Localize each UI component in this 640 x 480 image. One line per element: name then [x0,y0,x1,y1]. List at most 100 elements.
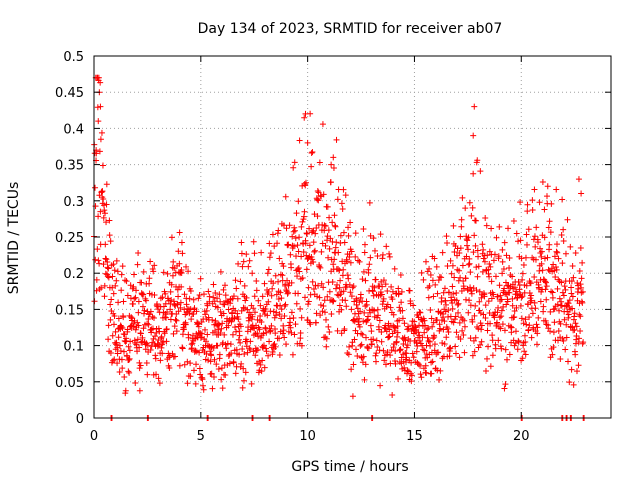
data-point [450,319,457,326]
data-point [520,320,527,327]
data-point [406,287,413,294]
data-point [251,293,258,300]
data-point [130,271,137,278]
data-point [326,214,333,221]
data-point [420,346,427,353]
data-point [543,296,550,303]
data-point [109,273,116,280]
y-tick-label: 0.15 [55,303,84,318]
data-point [338,306,345,313]
data-point [267,250,274,257]
data-point [134,261,141,268]
data-point [521,332,528,339]
data-point [457,233,464,240]
data-point [327,235,334,242]
data-point [335,249,342,256]
data-point [425,294,432,301]
data-point [291,159,298,166]
data-point [428,359,435,366]
data-point [229,309,236,316]
data-point [506,254,513,261]
data-point [507,323,514,330]
data-point [177,304,184,311]
data-point [102,210,109,217]
data-point [568,284,575,291]
data-points [91,74,588,421]
data-point [441,285,448,292]
data-point [392,348,399,355]
data-point [526,314,533,321]
data-point [168,234,175,241]
data-point [281,312,288,319]
data-point [313,225,320,232]
data-point [449,262,456,269]
data-point [95,257,102,264]
data-point [431,334,438,341]
data-point [386,333,393,340]
data-point [395,290,402,297]
data-point [219,385,226,392]
data-point [378,329,385,336]
data-point [218,365,225,372]
data-point [399,307,406,314]
data-point [542,279,549,286]
data-point [132,326,139,333]
data-point [164,309,171,316]
data-point [340,186,347,193]
data-point [270,280,277,287]
data-point [240,377,247,384]
data-point [122,387,129,394]
data-point [553,248,560,255]
data-point [553,186,560,193]
data-point [568,290,575,297]
data-point [469,204,476,211]
data-point [389,288,396,295]
data-point [120,348,127,355]
data-point [255,333,262,340]
data-point [295,290,302,297]
data-point [564,216,571,223]
data-point [578,275,585,282]
data-point [151,292,158,299]
data-point [111,267,118,274]
data-point [280,327,287,334]
data-point [320,303,327,310]
data-point [577,313,584,320]
data-point [438,294,445,301]
data-point [356,299,363,306]
data-point [196,291,203,298]
data-point [193,308,200,315]
data-point [518,315,525,322]
data-point [92,184,99,191]
data-point [276,255,283,262]
data-point [408,359,415,366]
data-point [543,193,550,200]
data-point [217,268,224,275]
x-tick-label: 10 [299,429,316,444]
data-point [275,295,282,302]
data-point [193,361,200,368]
data-point [135,298,142,305]
data-point [276,311,283,318]
data-point [380,347,387,354]
data-point [554,285,561,292]
data-point [331,222,338,229]
data-point [107,316,114,323]
data-point [481,258,488,265]
data-point [341,325,348,332]
data-point [297,329,304,336]
data-point [562,250,569,257]
data-point [471,232,478,239]
data-point [332,244,339,251]
data-point [370,235,377,242]
data-point [292,321,299,328]
data-point [486,309,493,316]
data-point [542,286,549,293]
data-point [244,306,251,313]
data-point [475,325,482,332]
data-point [163,338,170,345]
data-point [536,267,543,274]
data-point [561,316,568,323]
data-point [481,293,488,300]
data-point [438,274,445,281]
